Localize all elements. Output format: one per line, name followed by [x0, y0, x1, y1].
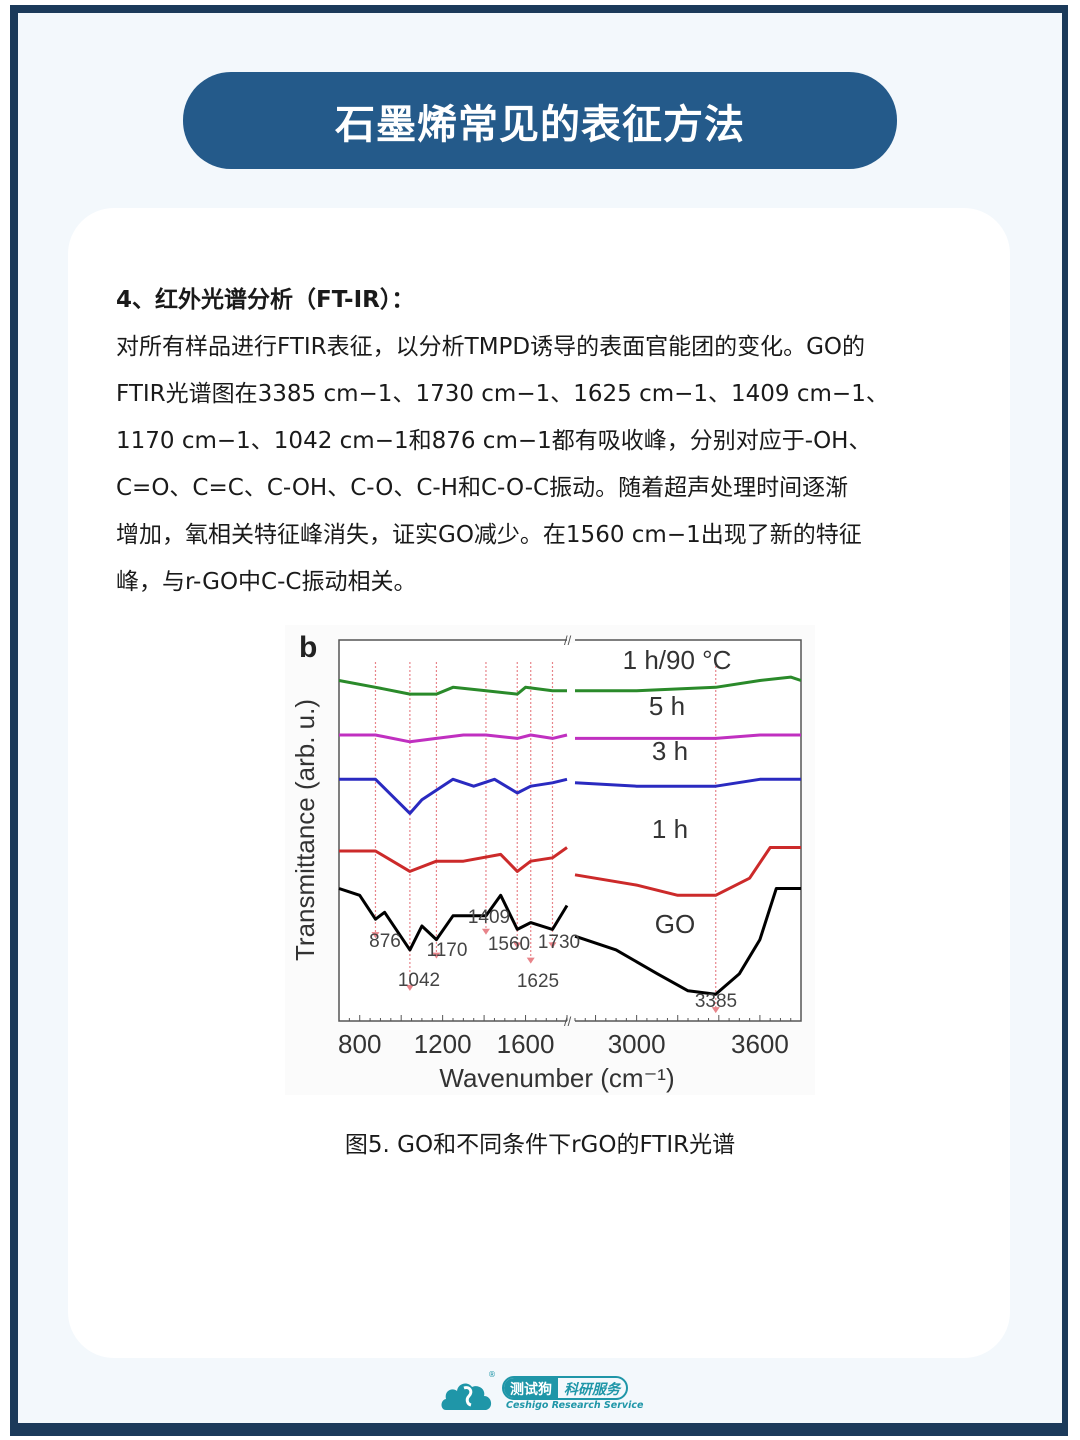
peak-label: 1730 — [538, 932, 580, 953]
plot-area — [338, 639, 802, 1022]
axis-break-icon: // — [564, 1014, 572, 1029]
peak-arrow-icon — [513, 942, 522, 949]
x-tick-label: 1200 — [414, 1029, 472, 1059]
series-line-1-h — [339, 846, 568, 873]
peak-label: 1625 — [517, 971, 559, 992]
y-axis-label: Transmittance (arb. u.) — [290, 699, 320, 961]
registered-mark: ® — [488, 1370, 496, 1379]
series-line-1-h — [574, 846, 801, 897]
peak-label: 1042 — [398, 970, 440, 991]
paragraph-line: 增加，氧相关特征峰消失，证实GO减少。在1560 cm−1出现了新的特征 — [116, 522, 862, 548]
logo-primary-text: 测试狗 — [504, 1378, 558, 1398]
peak-label: 3385 — [695, 991, 737, 1012]
series-line-go — [338, 887, 569, 952]
series-line-1-h-90-c — [575, 675, 802, 693]
section-paragraph: 对所有样品进行FTIR表征，以分析TMPD诱导的表面官能团的变化。GO的 FTI… — [116, 324, 976, 606]
paragraph-line: FTIR光谱图在3385 cm−1、1730 cm−1、1625 cm−1、14… — [116, 381, 889, 407]
peak-arrow-icon — [405, 984, 414, 991]
series-line-5-h — [339, 733, 568, 744]
x-axis-label: Wavenumber (cm⁻¹) — [439, 1063, 674, 1093]
paragraph-line: 对所有样品进行FTIR表征，以分析TMPD诱导的表面官能团的变化。GO的 — [116, 334, 866, 360]
paragraph-line: C=O、C=C、C-OH、C-O、C-H和C-O-C振动。随着超声处理时间逐渐 — [116, 475, 849, 501]
series-line-go — [574, 887, 801, 996]
x-tick-label: 800 — [338, 1029, 381, 1059]
peak-arrow-icon — [371, 932, 380, 939]
logo-english-text: Ceshigo Research Service — [506, 1400, 644, 1411]
series-label: 3 h — [652, 736, 688, 766]
brand-logo: ® 测试狗 科研服务 Ceshigo Research Service — [440, 1370, 644, 1416]
peak-arrow-icon — [711, 1007, 720, 1014]
series-label: 5 h — [649, 691, 685, 721]
x-tick-label: 3600 — [731, 1029, 789, 1059]
series-line-3-h — [574, 777, 801, 788]
series-label: 1 h — [652, 814, 688, 844]
series-line-3-h — [339, 777, 568, 815]
peak-label: 1170 — [427, 940, 468, 961]
page-title: 石墨烯常见的表征方法 — [335, 101, 745, 148]
logo-secondary-text: 科研服务 — [564, 1382, 620, 1398]
logo-badge: 测试狗 科研服务 — [502, 1376, 628, 1400]
paragraph-line: 峰，与r-GO中C-C振动相关。 — [116, 569, 417, 595]
peak-arrow-icon — [481, 928, 490, 935]
peak-label: 876 — [369, 931, 401, 952]
series-label: GO — [655, 909, 695, 939]
peak-arrow-icon — [548, 942, 557, 949]
paragraph-line: 1170 cm−1、1042 cm−1和876 cm−1都有吸收峰，分别对应于-… — [116, 428, 872, 454]
panel-label: b — [299, 631, 317, 664]
peak-label: 1560 — [488, 934, 530, 955]
section-heading: 4、红外光谱分析（FT-IR）： — [116, 287, 415, 313]
cloud-dog-icon — [441, 1383, 492, 1410]
series-line-5-h — [575, 733, 801, 740]
figure-caption: 图5. GO和不同条件下rGO的FTIR光谱 — [344, 1132, 736, 1158]
title-banner: 石墨烯常见的表征方法 — [183, 72, 897, 169]
axis-break-icon: // — [564, 633, 572, 648]
series-label: 1 h/90 °C — [623, 645, 732, 675]
series-line-1-h-90-c — [338, 679, 567, 696]
x-tick-label: 1600 — [497, 1029, 555, 1059]
peak-arrow-icon — [432, 952, 441, 959]
peak-label: 1409 — [468, 907, 510, 928]
x-tick-label: 3000 — [608, 1029, 666, 1059]
peak-arrow-icon — [526, 957, 535, 964]
ftir-figure: // // 1 h/90 °C 5 h 3 h 1 h GO 876 1042 1170 1409 1… — [285, 625, 815, 1095]
